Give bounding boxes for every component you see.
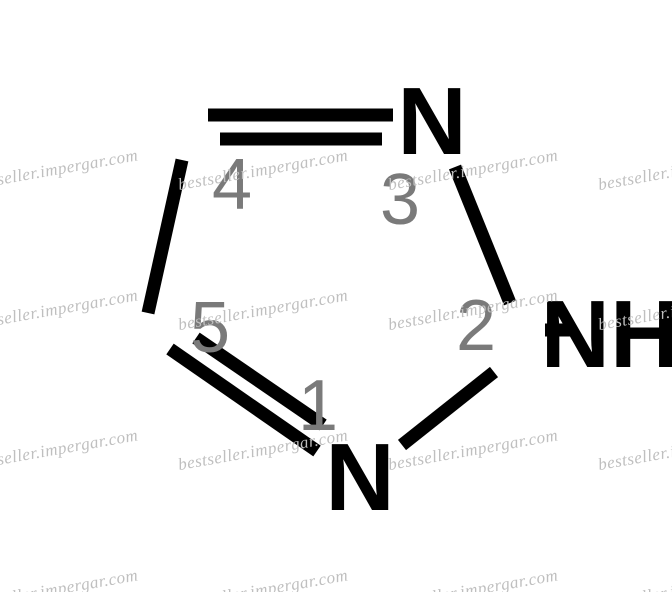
bond-3-2 — [455, 167, 510, 303]
diagram-stage: N NH N 4 3 2 1 5 bestseller.impergar.com… — [0, 0, 672, 592]
pos-1: 1 — [298, 370, 338, 442]
bond-2-1 — [402, 372, 494, 445]
pos-3: 3 — [380, 164, 420, 236]
pos-2: 2 — [456, 290, 496, 362]
pos-5: 5 — [190, 292, 230, 364]
atom-N3: N — [397, 74, 466, 170]
pos-4: 4 — [212, 149, 252, 221]
atom-N2-H: NH — [541, 287, 672, 383]
bond-5-4 — [148, 160, 182, 313]
